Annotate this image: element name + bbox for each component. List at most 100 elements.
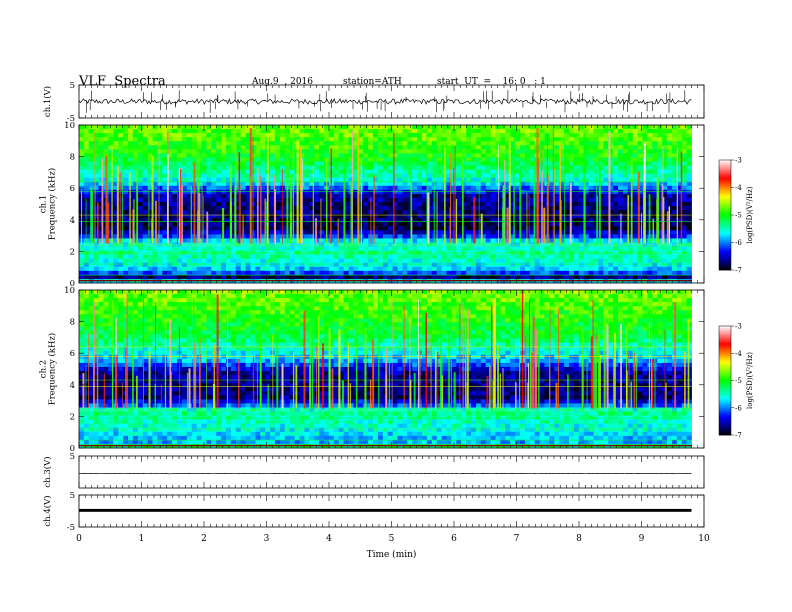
ch1-spectrogram-cell bbox=[593, 185, 599, 191]
ch1-spectrogram-cell bbox=[534, 254, 540, 260]
ch1-spectrogram-cell bbox=[524, 129, 531, 134]
ch1-spectrogram-cell bbox=[284, 246, 291, 251]
ch1-spectrogram-cell bbox=[304, 141, 310, 146]
ch1-spectrogram-cell bbox=[667, 266, 673, 272]
ch1-spectrogram-cell bbox=[466, 242, 472, 247]
ch1-spectrogram-cell bbox=[613, 210, 619, 215]
ch1-spectrogram-cell bbox=[152, 129, 158, 134]
ch1-spectrogram-cell bbox=[324, 149, 330, 154]
ch1-spectrogram-cell bbox=[412, 206, 418, 211]
ch1-spectrogram-cell bbox=[181, 254, 188, 260]
ch1-spectrogram-cell bbox=[240, 149, 246, 154]
ch1-spectrogram-cell bbox=[118, 161, 124, 166]
ch1-spectrogram-cell bbox=[162, 157, 168, 162]
ch1-spectrogram-cell bbox=[181, 262, 188, 268]
ch1-spectrogram-cell bbox=[667, 149, 673, 154]
ch1-spectrogram-cell bbox=[226, 181, 232, 187]
ch1-spectrogram-cell bbox=[618, 189, 624, 195]
ch1-spectrogram-cell bbox=[211, 226, 217, 231]
ch1-spectrogram-cell bbox=[83, 181, 90, 187]
ch1-spectrogram-cell bbox=[490, 246, 496, 251]
ch1-spectrogram-cell bbox=[284, 258, 291, 264]
ch1-spectrogram-cell bbox=[466, 230, 472, 235]
ch1-spectrogram-cell bbox=[456, 181, 462, 187]
ch1-spectrogram-cell bbox=[554, 210, 560, 215]
ch1-spectrogram-cell bbox=[181, 169, 188, 175]
ch1-spectrogram-cell bbox=[387, 149, 393, 154]
ch1-spectrogram-cell bbox=[657, 262, 663, 268]
ch1-spectrogram-cell bbox=[471, 145, 477, 150]
ch1-spectrogram-cell bbox=[255, 129, 261, 134]
ch1-spectrogram-cell bbox=[667, 125, 673, 130]
ch1-spectrogram-cell bbox=[235, 157, 242, 162]
ch1-spectrogram-cell bbox=[632, 242, 638, 247]
ch1-spectrogram-cell bbox=[324, 242, 330, 247]
ch1-spectrogram-cell bbox=[113, 161, 119, 166]
ch1-spectrogram-cell bbox=[118, 137, 124, 142]
ch1-spectrogram-cell bbox=[627, 222, 634, 227]
ch1-spectrogram-cell bbox=[436, 238, 442, 243]
ch1-spectrogram-cell bbox=[177, 266, 183, 272]
ch1-spectrogram-cell bbox=[446, 230, 452, 235]
ch1-spectrogram-cell bbox=[608, 145, 614, 150]
ch1-spectrogram-cell bbox=[446, 153, 452, 158]
ch1-spectrogram-cell bbox=[373, 177, 379, 183]
ch1-spectrogram-cell bbox=[358, 242, 364, 247]
ch1-spectrogram-cell bbox=[529, 129, 536, 134]
ch1-spectrogram-cell bbox=[402, 274, 408, 280]
ch1-spectrogram-cell bbox=[275, 206, 281, 211]
ch1-spectrogram-cell bbox=[671, 153, 678, 158]
ch1-spectrogram-cell bbox=[461, 177, 467, 183]
ch1-spectrogram-cell bbox=[549, 181, 555, 187]
ch1-spectrogram-cell bbox=[593, 201, 599, 207]
ch1-spectrogram-cell bbox=[431, 137, 438, 142]
ch1-spectrogram-cell bbox=[422, 222, 428, 227]
ch1-spectrogram-cell bbox=[260, 242, 266, 247]
ch1-spectrogram-cell bbox=[196, 246, 202, 251]
ch1-spectrogram-cell bbox=[299, 137, 305, 142]
ch1-spectrogram-cell bbox=[618, 177, 624, 183]
ch1-spectrogram-cell bbox=[662, 234, 668, 239]
ch1-spectrogram-cell bbox=[333, 193, 340, 199]
ch1-spectrogram-cell bbox=[466, 189, 472, 195]
ch1-spectrogram-cell bbox=[657, 145, 663, 150]
ch1-spectrogram-cell bbox=[93, 266, 99, 272]
ch1-spectrogram-cell bbox=[598, 161, 604, 166]
ch1-spectrogram-cell bbox=[647, 270, 653, 276]
ch1-spectrogram-cell bbox=[524, 210, 531, 215]
ch1-spectrogram-cell bbox=[583, 210, 589, 215]
ch1-spectrogram-cell bbox=[142, 145, 148, 150]
ch1-spectrogram-cell bbox=[382, 153, 389, 158]
ch1-spectrogram-cell bbox=[500, 177, 506, 183]
ch1-spectrogram-cell bbox=[417, 274, 423, 280]
ch1-spectrogram-cell bbox=[397, 177, 403, 183]
ch1-spectrogram-cell bbox=[387, 133, 393, 138]
ch1-spectrogram-cell bbox=[245, 169, 251, 175]
ch1-spectrogram-cell bbox=[613, 129, 619, 134]
ch1-spectrogram-cell bbox=[422, 137, 428, 142]
ch1-spectrogram-cell bbox=[397, 262, 403, 268]
ch1-spectrogram-cell bbox=[275, 262, 281, 268]
ch1-spectrogram-cell bbox=[456, 197, 462, 203]
ch1-spectrogram-cell bbox=[578, 270, 585, 276]
ch1-spectrogram-cell bbox=[392, 173, 398, 179]
ch1-spectrogram-cell bbox=[240, 254, 246, 260]
ch1-spectrogram-cell bbox=[671, 133, 678, 138]
ch1-spectrogram-cell bbox=[333, 254, 340, 260]
ch1-spectrogram-cell bbox=[446, 125, 452, 130]
ch1-spectrogram-cell bbox=[363, 254, 369, 260]
ch1-spectrogram-cell bbox=[245, 222, 251, 227]
ch1-spectrogram-cell bbox=[441, 262, 447, 268]
ch1-spectrogram-cell bbox=[221, 254, 227, 260]
ch1-spectrogram-cell bbox=[333, 234, 340, 239]
ch1-spectrogram-cell bbox=[593, 165, 599, 170]
ch1-spectrogram-cell bbox=[128, 133, 134, 138]
ch1-spectrogram-cell bbox=[578, 177, 585, 183]
ch1-spectrogram-cell bbox=[426, 133, 433, 138]
ch1-spectrogram-cell bbox=[397, 173, 403, 179]
ch1-spectrogram-cell bbox=[632, 238, 638, 243]
ch1-spectrogram-cell bbox=[387, 258, 393, 264]
ch1-spectrogram-cell bbox=[515, 266, 521, 272]
ch1-spectrogram-cell bbox=[235, 181, 242, 187]
ch1-spectrogram-cell bbox=[108, 266, 114, 272]
